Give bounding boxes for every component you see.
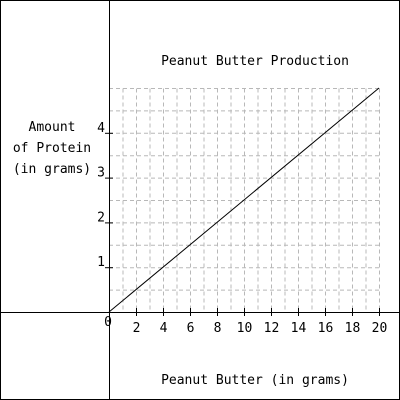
origin-label: 0 <box>104 315 112 330</box>
y-axis-label-line-2: of Protein <box>13 141 91 156</box>
x-tick-label: 10 <box>237 321 253 336</box>
x-axis-label: Peanut Butter (in grams) <box>161 373 349 388</box>
y-tick-label: 4 <box>97 121 105 136</box>
x-tick-label: 12 <box>264 321 280 336</box>
y-tick-label: 1 <box>97 255 105 270</box>
x-tick-label: 2 <box>133 321 141 336</box>
x-tick-label: 16 <box>318 321 334 336</box>
x-tick-label: 20 <box>372 321 388 336</box>
x-tick-label: 8 <box>214 321 222 336</box>
x-tick-label: 4 <box>160 321 168 336</box>
series-line <box>108 87 380 313</box>
y-tick-label: 3 <box>97 166 105 181</box>
y-axis-label-line-1: Amount <box>29 120 76 135</box>
series-group <box>108 87 380 313</box>
grid <box>109 88 380 312</box>
x-tick-label: 6 <box>187 321 195 336</box>
x-tick-label: 18 <box>345 321 361 336</box>
y-tick-label: 2 <box>97 210 105 225</box>
y-axis-label-line-3: (in grams) <box>13 162 91 177</box>
x-tick-label: 14 <box>291 321 307 336</box>
chart-title: Peanut Butter Production <box>161 54 349 69</box>
